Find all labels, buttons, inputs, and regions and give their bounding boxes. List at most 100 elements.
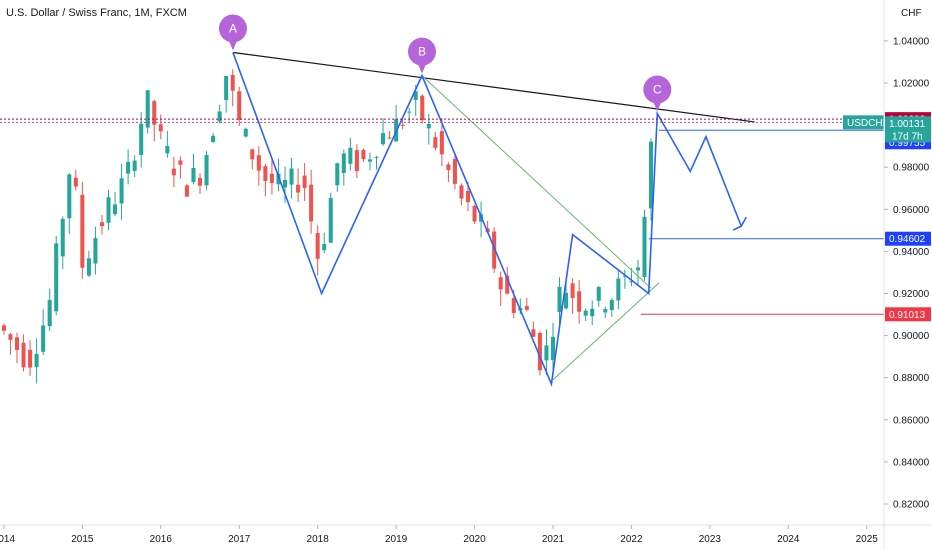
candle-body <box>557 286 562 313</box>
symbol-tag-bg <box>843 115 884 130</box>
candle-body <box>67 174 72 219</box>
candle-body <box>28 349 33 368</box>
candle-body <box>498 277 503 290</box>
candle <box>119 163 124 220</box>
countdown-bg <box>885 129 931 143</box>
candle-body <box>367 159 372 162</box>
candle <box>583 308 588 322</box>
candle-body <box>629 281 634 283</box>
candle <box>420 94 425 124</box>
candle-body <box>8 334 13 340</box>
candle <box>361 148 366 162</box>
candle <box>557 277 562 328</box>
wave-path <box>232 52 742 387</box>
candle-body <box>315 233 320 259</box>
candle-body <box>544 345 549 361</box>
candle <box>263 164 268 197</box>
candle <box>237 86 242 126</box>
x-tick-label: 2025 <box>856 534 879 545</box>
x-tick-label: 2015 <box>71 534 94 545</box>
candle-body <box>472 206 477 222</box>
candle-body <box>178 160 183 165</box>
candle-body <box>465 190 471 203</box>
x-tick-label: 2017 <box>228 534 251 545</box>
candle-body <box>282 179 288 188</box>
wave-arrowhead <box>732 216 747 231</box>
x-axis: 2014 2015 2016 2017 2018 2019 2020 2021 2022 2023… <box>0 524 932 545</box>
candle-body <box>289 168 294 185</box>
candle <box>152 99 157 142</box>
candle <box>296 168 301 202</box>
candle-body <box>184 185 189 197</box>
candle-body <box>583 310 588 316</box>
candle <box>256 146 261 186</box>
candle-body <box>590 308 595 317</box>
y-tick-label: 0.90000 <box>893 331 930 342</box>
candle <box>635 259 640 286</box>
candle-body <box>374 156 379 158</box>
candle <box>99 214 104 235</box>
price-label-bg <box>885 231 931 246</box>
candle <box>224 75 229 113</box>
y-tick-label: 0.98000 <box>893 163 930 174</box>
candle <box>309 169 314 234</box>
x-tick-label: 2018 <box>307 534 330 545</box>
candle-body <box>211 135 216 143</box>
candle-body <box>113 204 118 215</box>
lower-channel-line <box>552 282 660 381</box>
y-tick-label: 0.86000 <box>893 415 930 426</box>
candle <box>34 338 39 384</box>
candle-body <box>550 336 556 361</box>
candles <box>1 69 654 384</box>
price-label: 0.91013 <box>885 307 931 322</box>
candle <box>590 300 595 326</box>
candle <box>250 148 255 170</box>
x-tick-label: 2023 <box>699 534 722 545</box>
y-axis: 1.04000 1.02000 0.98000 0.96000 0.94000 0.920… <box>883 0 931 550</box>
candle-body <box>381 133 386 145</box>
currency-label: CHF <box>901 8 922 19</box>
candle-body <box>642 216 647 278</box>
candle-body <box>439 131 444 155</box>
candle <box>498 271 503 306</box>
candle <box>649 138 654 221</box>
candle-body <box>616 278 621 301</box>
candle-body <box>191 167 196 182</box>
candle <box>197 173 203 194</box>
candle <box>524 297 529 312</box>
candle-body <box>73 177 78 187</box>
candle-body <box>420 95 425 121</box>
candle <box>387 130 392 140</box>
wave-point-marker: B <box>407 37 436 74</box>
candle-body <box>145 90 150 128</box>
candle <box>60 216 65 270</box>
candle-body <box>322 244 327 251</box>
candle-body <box>531 329 536 337</box>
candle <box>171 156 176 188</box>
candle <box>426 114 431 145</box>
candle <box>577 279 582 324</box>
candle <box>564 282 569 310</box>
candle-body <box>407 111 412 113</box>
y-tick-label: 0.82000 <box>893 500 930 511</box>
candle-body <box>197 177 203 186</box>
x-tick-label: 2022 <box>620 534 643 545</box>
x-tick-label: 2021 <box>542 534 565 545</box>
price-label: 1.00131 <box>885 116 931 131</box>
candle-body <box>119 178 124 204</box>
candle <box>452 153 457 190</box>
candle-body <box>505 275 510 294</box>
candle <box>211 132 216 143</box>
y-tick-label: 1.04000 <box>893 36 930 47</box>
candle-body <box>224 76 229 100</box>
candle-body <box>34 353 39 368</box>
candle <box>191 153 196 185</box>
upper-channel-line <box>421 75 652 289</box>
candle <box>139 112 144 168</box>
candle <box>609 298 614 317</box>
candle <box>407 107 412 123</box>
candle-body <box>511 298 516 313</box>
candle <box>603 306 608 318</box>
candle-body <box>622 275 627 277</box>
